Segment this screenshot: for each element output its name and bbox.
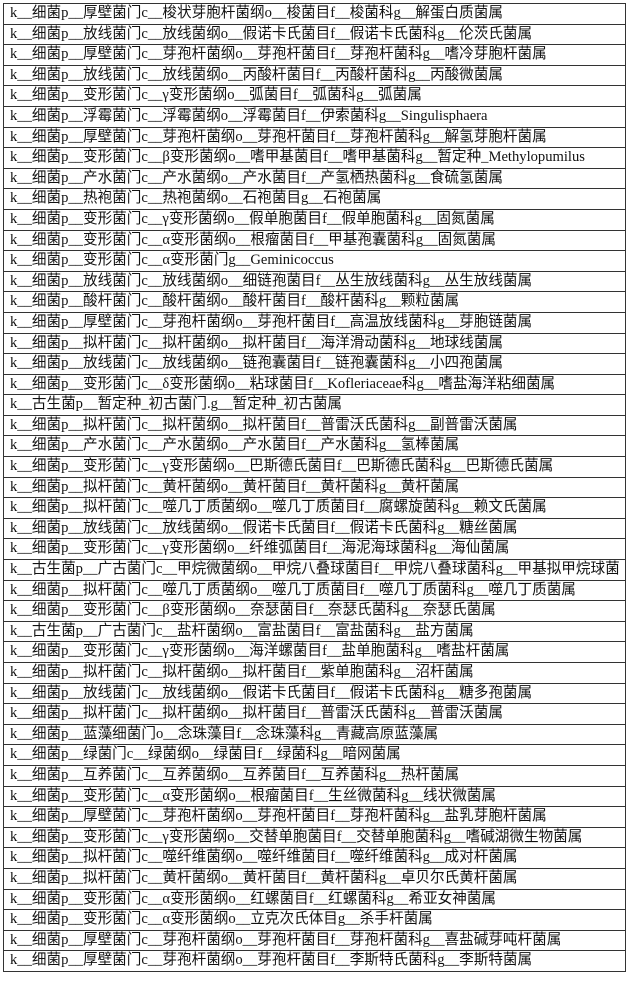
table-row: k__细菌p__变形菌门c__α变形菌纲o__立克次氏体目g__杀手杆菌属 (4, 910, 626, 931)
table-row: k__细菌p__酸杆菌门c__酸杆菌纲o__酸杆菌目f__酸杆菌科g__颗粒菌属 (4, 292, 626, 313)
table-row: k__细菌p__互养菌门c__互养菌纲o__互养菌目f__互养菌科g__热杆菌属 (4, 765, 626, 786)
table-row: k__细菌p__变形菌门c__α变形菌纲o__根瘤菌目f__甲基孢囊菌科g__固… (4, 230, 626, 251)
taxonomy-cell: k__细菌p__变形菌门c__γ变形菌纲o__假单胞菌目f__假单胞菌科g__固… (4, 209, 626, 230)
table-row: k__古生菌p__暂定种_初古菌门.g__暂定种_初古菌属 (4, 395, 626, 416)
taxonomy-cell: k__细菌p__厚壁菌门c__梭状芽胞杆菌纲o__梭菌目f__梭菌科g__解蛋白… (4, 4, 626, 25)
table-row: k__细菌p__拟杆菌门c__拟杆菌纲o__拟杆菌目f__紫单胞菌科g__沼杆菌… (4, 663, 626, 684)
taxonomy-cell: k__细菌p__变形菌门c__γ变形菌纲o__弧菌目f__弧菌科g__弧菌属 (4, 86, 626, 107)
taxonomy-cell: k__细菌p__厚壁菌门c__芽孢杆菌纲o__芽孢杆菌目f__芽孢杆菌科g__喜… (4, 930, 626, 951)
taxonomy-cell: k__细菌p__厚壁菌门c__芽孢杆菌纲o__芽孢杆菌目f__李斯特氏菌科g__… (4, 951, 626, 972)
table-row: k__古生菌p__广古菌门c__甲烷微菌纲o__甲烷八叠球菌目f__甲烷八叠球菌… (4, 560, 626, 581)
taxonomy-cell: k__细菌p__厚壁菌门c__芽孢杆菌纲o__芽孢杆菌目f__高温放线菌科g__… (4, 312, 626, 333)
taxonomy-cell: k__细菌p__拟杆菌门c__噬纤维菌纲o__噬纤维菌目f__噬纤维菌科g__成… (4, 848, 626, 869)
taxonomy-cell: k__细菌p__厚壁菌门c__芽孢杆菌纲o__芽孢杆菌目f__芽孢杆菌科g__嗜… (4, 45, 626, 66)
table-row: k__细菌p__厚壁菌门c__梭状芽胞杆菌纲o__梭菌目f__梭菌科g__解蛋白… (4, 4, 626, 25)
table-row: k__细菌p__变形菌门c__γ变形菌纲o__海洋螺菌目f__盐单胞菌科g__嗜… (4, 642, 626, 663)
table-row: k__古生菌p__广古菌门c__盐杆菌纲o__富盐菌目f__富盐菌科g__盐方菌… (4, 621, 626, 642)
taxonomy-table-body: k__细菌p__厚壁菌门c__梭状芽胞杆菌纲o__梭菌目f__梭菌科g__解蛋白… (4, 4, 626, 972)
table-row: k__细菌p__拟杆菌门c__噬纤维菌纲o__噬纤维菌目f__噬纤维菌科g__成… (4, 848, 626, 869)
taxonomy-cell: k__细菌p__绿菌门c__绿菌纲o__绿菌目f__绿菌科g__暗网菌属 (4, 745, 626, 766)
taxonomy-cell: k__细菌p__变形菌门c__γ变形菌纲o__交替单胞菌目f__交替单胞菌科g_… (4, 827, 626, 848)
taxonomy-cell: k__细菌p__浮霉菌门c__浮霉菌纲o__浮霉菌目f__伊索菌科g__Sing… (4, 106, 626, 127)
table-row: k__细菌p__放线菌门c__放线菌纲o__假诺卡氏菌目f__假诺卡氏菌科g__… (4, 24, 626, 45)
taxonomy-cell: k__古生菌p__暂定种_初古菌门.g__暂定种_初古菌属 (4, 395, 626, 416)
table-row: k__细菌p__厚壁菌门c__芽孢杆菌纲o__芽孢杆菌目f__芽孢杆菌科g__盐… (4, 807, 626, 828)
taxonomy-cell: k__细菌p__放线菌门c__放线菌纲o__细链孢菌目f__丛生放线菌科g__丛… (4, 271, 626, 292)
taxonomy-cell: k__细菌p__厚壁菌门c__芽孢杆菌纲o__芽孢杆菌目f__芽孢杆菌科g__盐… (4, 807, 626, 828)
table-row: k__细菌p__厚壁菌门c__芽孢杆菌纲o__芽孢杆菌目f__李斯特氏菌科g__… (4, 951, 626, 972)
taxonomy-cell: k__细菌p__产水菌门c__产水菌纲o__产水菌目f__产水菌科g__氢棒菌属 (4, 436, 626, 457)
taxonomy-cell: k__细菌p__变形菌门c__α变形菌门g__Geminicoccus (4, 251, 626, 272)
table-row: k__细菌p__产水菌门c__产水菌纲o__产水菌目f__产水菌科g__氢棒菌属 (4, 436, 626, 457)
table-row: k__细菌p__厚壁菌门c__芽孢杆菌纲o__芽孢杆菌目f__高温放线菌科g__… (4, 312, 626, 333)
table-row: k__细菌p__绿菌门c__绿菌纲o__绿菌目f__绿菌科g__暗网菌属 (4, 745, 626, 766)
taxonomy-cell: k__细菌p__产水菌门c__产水菌纲o__产水菌目f__产氢栖热菌科g__食硫… (4, 168, 626, 189)
taxonomy-cell: k__细菌p__变形菌门c__α变形菌纲o__根瘤菌目f__甲基孢囊菌科g__固… (4, 230, 626, 251)
table-row: k__细菌p__拟杆菌门c__噬几丁质菌纲o__噬几丁质菌目f__噬几丁质菌科g… (4, 580, 626, 601)
taxonomy-table: k__细菌p__厚壁菌门c__梭状芽胞杆菌纲o__梭菌目f__梭菌科g__解蛋白… (3, 3, 626, 972)
taxonomy-cell: k__细菌p__拟杆菌门c__噬几丁质菌纲o__噬几丁质菌目f__腐螺旋菌科g_… (4, 498, 626, 519)
table-row: k__细菌p__拟杆菌门c__黄杆菌纲o__黄杆菌目f__黄杆菌科g__卓贝尔氏… (4, 868, 626, 889)
taxonomy-cell: k__细菌p__拟杆菌门c__拟杆菌纲o__拟杆菌目f__海洋滑动菌科g__地球… (4, 333, 626, 354)
taxonomy-cell: k__细菌p__拟杆菌门c__噬几丁质菌纲o__噬几丁质菌目f__噬几丁质菌科g… (4, 580, 626, 601)
table-row: k__细菌p__厚壁菌门c__芽孢杆菌纲o__芽孢杆菌目f__芽孢杆菌科g__解… (4, 127, 626, 148)
taxonomy-cell: k__细菌p__厚壁菌门c__芽孢杆菌纲o__芽孢杆菌目f__芽孢杆菌科g__解… (4, 127, 626, 148)
table-row: k__细菌p__变形菌门c__β变形菌纲o__嗜甲基菌目f__嗜甲基菌科g__暂… (4, 148, 626, 169)
table-row: k__细菌p__放线菌门c__放线菌纲o__丙酸杆菌目f__丙酸杆菌科g__丙酸… (4, 65, 626, 86)
taxonomy-cell: k__细菌p__蓝藻细菌门o__念珠藻目f__念珠藻科g__青藏高原蓝藻属 (4, 724, 626, 745)
table-row: k__细菌p__变形菌门c__γ变形菌纲o__巴斯德氏菌目f__巴斯德氏菌科g_… (4, 457, 626, 478)
table-row: k__细菌p__厚壁菌门c__芽孢杆菌纲o__芽孢杆菌目f__芽孢杆菌科g__喜… (4, 930, 626, 951)
table-row: k__细菌p__变形菌门c__α变形菌纲o__红螺菌目f__红螺菌科g__希亚女… (4, 889, 626, 910)
table-row: k__细菌p__变形菌门c__γ变形菌纲o__假单胞菌目f__假单胞菌科g__固… (4, 209, 626, 230)
taxonomy-cell: k__细菌p__拟杆菌门c__黄杆菌纲o__黄杆菌目f__黄杆菌科g__卓贝尔氏… (4, 868, 626, 889)
table-row: k__细菌p__放线菌门c__放线菌纲o__链孢囊菌目f__链孢囊菌科g__小四… (4, 354, 626, 375)
taxonomy-cell: k__细菌p__变形菌门c__γ变形菌纲o__巴斯德氏菌目f__巴斯德氏菌科g_… (4, 457, 626, 478)
taxonomy-cell: k__细菌p__放线菌门c__放线菌纲o__假诺卡氏菌目f__假诺卡氏菌科g__… (4, 518, 626, 539)
taxonomy-cell: k__细菌p__拟杆菌门c__拟杆菌纲o__拟杆菌目f__普雷沃氏菌科g__普雷… (4, 704, 626, 725)
table-row: k__细菌p__拟杆菌门c__拟杆菌纲o__拟杆菌目f__普雷沃氏菌科g__普雷… (4, 704, 626, 725)
table-row: k__细菌p__变形菌门c__γ变形菌纲o__纤维弧菌目f__海泥海球菌科g__… (4, 539, 626, 560)
taxonomy-cell: k__细菌p__变形菌门c__β变形菌纲o__奈瑟菌目f__奈瑟氏菌科g__奈瑟… (4, 601, 626, 622)
table-row: k__细菌p__拟杆菌门c__噬几丁质菌纲o__噬几丁质菌目f__腐螺旋菌科g_… (4, 498, 626, 519)
taxonomy-cell: k__细菌p__变形菌门c__γ变形菌纲o__海洋螺菌目f__盐单胞菌科g__嗜… (4, 642, 626, 663)
taxonomy-cell: k__细菌p__变形菌门c__α变形菌纲o__立克次氏体目g__杀手杆菌属 (4, 910, 626, 931)
table-row: k__细菌p__变形菌门c__δ变形菌纲o__粘球菌目f__Kofleriace… (4, 374, 626, 395)
table-row: k__细菌p__热袍菌门c__热袍菌纲o__石袍菌目g__石袍菌属 (4, 189, 626, 210)
taxonomy-cell: k__细菌p__变形菌门c__β变形菌纲o__嗜甲基菌目f__嗜甲基菌科g__暂… (4, 148, 626, 169)
taxonomy-cell: k__古生菌p__广古菌门c__盐杆菌纲o__富盐菌目f__富盐菌科g__盐方菌… (4, 621, 626, 642)
table-row: k__细菌p__浮霉菌门c__浮霉菌纲o__浮霉菌目f__伊索菌科g__Sing… (4, 106, 626, 127)
taxonomy-cell: k__古生菌p__广古菌门c__甲烷微菌纲o__甲烷八叠球菌目f__甲烷八叠球菌… (4, 560, 626, 581)
table-row: k__细菌p__拟杆菌门c__拟杆菌纲o__拟杆菌目f__海洋滑动菌科g__地球… (4, 333, 626, 354)
taxonomy-cell: k__细菌p__互养菌门c__互养菌纲o__互养菌目f__互养菌科g__热杆菌属 (4, 765, 626, 786)
taxonomy-cell: k__细菌p__变形菌门c__δ变形菌纲o__粘球菌目f__Kofleriace… (4, 374, 626, 395)
table-row: k__细菌p__拟杆菌门c__黄杆菌纲o__黄杆菌目f__黄杆菌科g__黄杆菌属 (4, 477, 626, 498)
table-row: k__细菌p__产水菌门c__产水菌纲o__产水菌目f__产氢栖热菌科g__食硫… (4, 168, 626, 189)
table-row: k__细菌p__拟杆菌门c__拟杆菌纲o__拟杆菌目f__普雷沃氏菌科g__副普… (4, 415, 626, 436)
taxonomy-cell: k__细菌p__放线菌门c__放线菌纲o__假诺卡氏菌目f__假诺卡氏菌科g__… (4, 683, 626, 704)
table-row: k__细菌p__蓝藻细菌门o__念珠藻目f__念珠藻科g__青藏高原蓝藻属 (4, 724, 626, 745)
table-row: k__细菌p__放线菌门c__放线菌纲o__假诺卡氏菌目f__假诺卡氏菌科g__… (4, 518, 626, 539)
table-row: k__细菌p__变形菌门c__α变形菌门g__Geminicoccus (4, 251, 626, 272)
table-row: k__细菌p__变形菌门c__β变形菌纲o__奈瑟菌目f__奈瑟氏菌科g__奈瑟… (4, 601, 626, 622)
taxonomy-cell: k__细菌p__放线菌门c__放线菌纲o__假诺卡氏菌目f__假诺卡氏菌科g__… (4, 24, 626, 45)
taxonomy-cell: k__细菌p__酸杆菌门c__酸杆菌纲o__酸杆菌目f__酸杆菌科g__颗粒菌属 (4, 292, 626, 313)
taxonomy-cell: k__细菌p__变形菌门c__γ变形菌纲o__纤维弧菌目f__海泥海球菌科g__… (4, 539, 626, 560)
table-row: k__细菌p__变形菌门c__γ变形菌纲o__交替单胞菌目f__交替单胞菌科g_… (4, 827, 626, 848)
taxonomy-cell: k__细菌p__拟杆菌门c__拟杆菌纲o__拟杆菌目f__普雷沃氏菌科g__副普… (4, 415, 626, 436)
table-row: k__细菌p__放线菌门c__放线菌纲o__假诺卡氏菌目f__假诺卡氏菌科g__… (4, 683, 626, 704)
taxonomy-cell: k__细菌p__拟杆菌门c__拟杆菌纲o__拟杆菌目f__紫单胞菌科g__沼杆菌… (4, 663, 626, 684)
table-row: k__细菌p__变形菌门c__γ变形菌纲o__弧菌目f__弧菌科g__弧菌属 (4, 86, 626, 107)
table-row: k__细菌p__厚壁菌门c__芽孢杆菌纲o__芽孢杆菌目f__芽孢杆菌科g__嗜… (4, 45, 626, 66)
table-row: k__细菌p__变形菌门c__α变形菌纲o__根瘤菌目f__生丝微菌科g__线状… (4, 786, 626, 807)
taxonomy-cell: k__细菌p__放线菌门c__放线菌纲o__丙酸杆菌目f__丙酸杆菌科g__丙酸… (4, 65, 626, 86)
taxonomy-cell: k__细菌p__拟杆菌门c__黄杆菌纲o__黄杆菌目f__黄杆菌科g__黄杆菌属 (4, 477, 626, 498)
taxonomy-cell: k__细菌p__变形菌门c__α变形菌纲o__根瘤菌目f__生丝微菌科g__线状… (4, 786, 626, 807)
taxonomy-cell: k__细菌p__热袍菌门c__热袍菌纲o__石袍菌目g__石袍菌属 (4, 189, 626, 210)
taxonomy-cell: k__细菌p__变形菌门c__α变形菌纲o__红螺菌目f__红螺菌科g__希亚女… (4, 889, 626, 910)
taxonomy-cell: k__细菌p__放线菌门c__放线菌纲o__链孢囊菌目f__链孢囊菌科g__小四… (4, 354, 626, 375)
table-row: k__细菌p__放线菌门c__放线菌纲o__细链孢菌目f__丛生放线菌科g__丛… (4, 271, 626, 292)
